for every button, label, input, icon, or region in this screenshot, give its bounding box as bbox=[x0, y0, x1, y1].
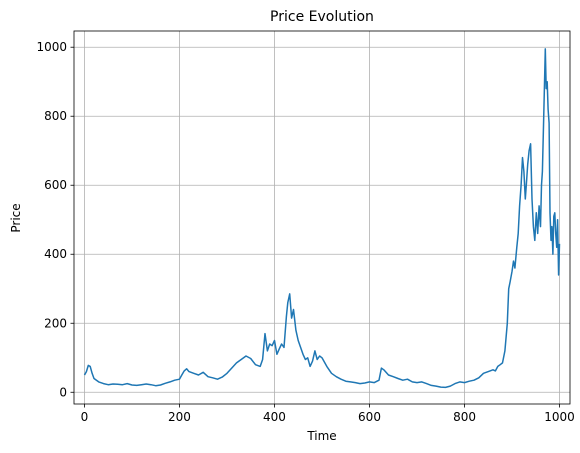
y-axis-ticks: 0 200 400 600 800 1000 bbox=[36, 40, 74, 399]
x-tick-label: 0 bbox=[81, 410, 89, 424]
x-axis-label: Time bbox=[306, 429, 336, 443]
plot-area-frame bbox=[73, 30, 571, 405]
grid-lines bbox=[74, 31, 570, 404]
y-axis-label: Price bbox=[9, 203, 23, 232]
x-tick-label: 800 bbox=[453, 410, 476, 424]
y-tick-label: 400 bbox=[44, 247, 67, 261]
y-tick-label: 800 bbox=[44, 109, 67, 123]
y-tick-label: 600 bbox=[44, 178, 67, 192]
y-tick-label: 0 bbox=[59, 385, 67, 399]
chart-title: Price Evolution bbox=[270, 9, 374, 25]
y-tick-label: 200 bbox=[44, 316, 67, 330]
x-axis-ticks: 0 200 400 600 800 1000 bbox=[81, 404, 575, 424]
x-tick-label: 400 bbox=[263, 410, 286, 424]
data-series bbox=[83, 48, 561, 389]
x-tick-label: 200 bbox=[168, 410, 191, 424]
price-series-line bbox=[83, 48, 561, 389]
x-tick-label: 1000 bbox=[544, 410, 575, 424]
y-tick-label: 1000 bbox=[36, 40, 67, 54]
x-tick-label: 600 bbox=[358, 410, 381, 424]
